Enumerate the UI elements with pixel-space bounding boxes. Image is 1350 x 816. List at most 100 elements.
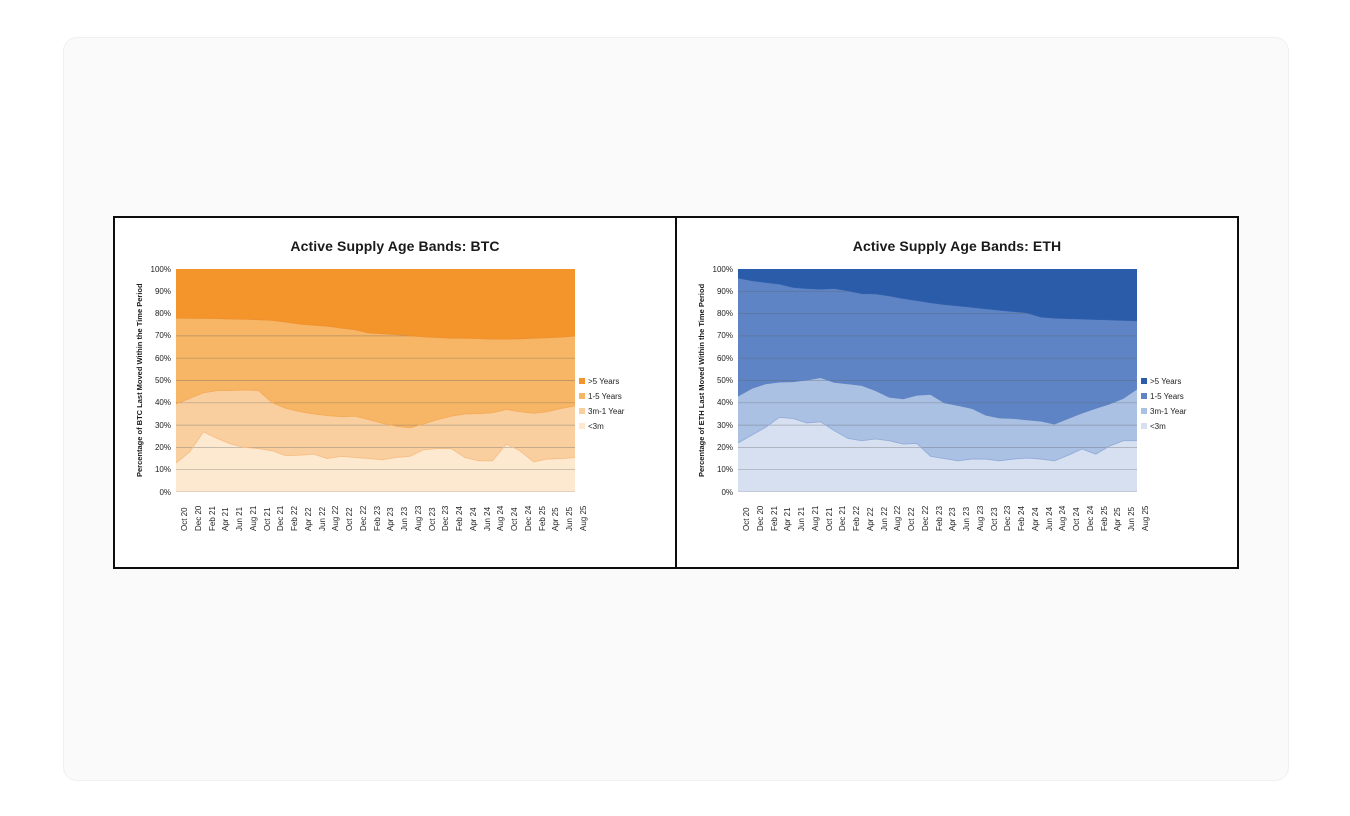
chart-title: Active Supply Age Bands: BTC: [290, 238, 500, 254]
y-tick-label: 90%: [154, 286, 171, 296]
x-tick-label: Aug 24: [496, 505, 506, 531]
x-tick-label: Jun 23: [400, 506, 410, 531]
x-tick-label: Dec 22: [358, 505, 368, 531]
legend-label: 3m-1 Year: [1150, 406, 1187, 416]
x-tick-label: Dec 21: [276, 505, 286, 531]
y-tick-label: 30%: [716, 420, 733, 430]
legend-swatch: [1141, 378, 1147, 384]
legend-swatch: [579, 408, 585, 414]
y-tick-label: 60%: [716, 353, 733, 363]
y-tick-label: 20%: [154, 442, 171, 452]
x-tick-label: Apr 24: [468, 507, 478, 531]
y-tick-label: 40%: [716, 398, 733, 408]
y-tick-label: 70%: [154, 331, 171, 341]
x-tick-label: Dec 20: [755, 505, 765, 531]
x-tick-label: Feb 21: [769, 506, 779, 531]
band-boundary-line: [738, 416, 1137, 462]
legend-label: 1-5 Years: [1150, 391, 1184, 401]
y-tick-label: 0%: [159, 487, 171, 497]
x-tick-label: Jun 22: [317, 506, 327, 531]
legend-label: 1-5 Years: [588, 391, 622, 401]
x-tick-label: Dec 23: [1003, 505, 1013, 531]
x-tick-label: Apr 25: [1113, 507, 1123, 531]
x-tick-label: Apr 24: [1030, 507, 1040, 531]
x-tick-label: Jun 21: [235, 506, 245, 531]
x-tick-label: Oct 21: [824, 507, 834, 531]
y-tick-label: 30%: [154, 420, 171, 430]
x-tick-label: Feb 25: [1099, 506, 1109, 531]
x-tick-label: Aug 22: [331, 505, 341, 531]
y-tick-label: 50%: [716, 376, 733, 385]
band-boundary-line: [738, 277, 1137, 322]
y-tick-label: 60%: [154, 353, 171, 363]
x-tick-label: Oct 20: [742, 507, 751, 531]
x-tick-label: Feb 22: [852, 506, 862, 531]
x-tick-label: Dec 20: [193, 505, 203, 531]
legend: >5 Years 1-5 Years 3m-1 Year <3m: [579, 376, 624, 431]
x-tick-label: Oct 21: [262, 507, 272, 531]
legend-item: 1-5 Years: [1141, 391, 1186, 401]
x-tick-label: Oct 24: [510, 507, 520, 531]
btc-plot-area: [176, 269, 575, 492]
x-tick-label: Dec 21: [838, 505, 848, 531]
x-tick-label: Feb 25: [537, 506, 547, 531]
legend-item: 3m-1 Year: [579, 406, 624, 416]
y-tick-label: 20%: [716, 442, 733, 452]
legend-swatch: [579, 393, 585, 399]
x-tick-label: Feb 22: [290, 506, 300, 531]
legend: >5 Years 1-5 Years 3m-1 Year <3m: [1141, 376, 1186, 431]
y-tick-label: 40%: [154, 398, 171, 408]
legend-swatch: [579, 378, 585, 384]
legend-item: <3m: [579, 421, 624, 431]
x-tick-label: Aug 23: [975, 505, 985, 531]
legend-swatch: [1141, 423, 1147, 429]
x-tick-label: Apr 25: [551, 507, 561, 531]
area-band-1-5-years: [176, 318, 575, 428]
x-tick-label: Aug 24: [1058, 505, 1068, 531]
area-band-3m-1-year: [738, 377, 1137, 461]
legend-label: >5 Years: [1150, 376, 1182, 386]
legend-item: >5 Years: [1141, 376, 1186, 386]
x-tick-label: Oct 23: [989, 507, 999, 531]
x-tick-label: Aug 23: [413, 505, 423, 531]
y-tick-label: 80%: [716, 309, 733, 319]
band-boundary-line: [738, 377, 1137, 425]
legend-label: >5 Years: [588, 376, 620, 386]
band-boundary-line: [176, 389, 575, 429]
x-tick-label: Aug 25: [1141, 505, 1150, 531]
x-tick-label: Aug 21: [810, 505, 820, 531]
x-tick-label: Aug 22: [893, 505, 903, 531]
chart-section-btc: Active Supply Age Bands: BTC Percentage …: [115, 218, 675, 567]
legend-item: 1-5 Years: [579, 391, 624, 401]
x-tick-label: Apr 22: [303, 507, 313, 531]
area-band-top-overlay: [738, 269, 1137, 321]
y-tick-label: 10%: [154, 465, 171, 475]
y-tick-label: 100%: [150, 264, 171, 274]
x-tick-label: Feb 24: [1017, 506, 1027, 531]
area-band--3m: [738, 417, 1137, 492]
x-tick-label: Jun 25: [565, 506, 575, 531]
band-boundary-line: [176, 431, 575, 464]
legend-item: 3m-1 Year: [1141, 406, 1186, 416]
x-tick-label: Dec 22: [920, 505, 930, 531]
background-card: Active Supply Age Bands: BTC Percentage …: [63, 37, 1289, 781]
y-tick-label: 70%: [716, 331, 733, 341]
band-boundary-line: [176, 317, 575, 340]
x-tick-label: Jun 22: [879, 506, 889, 531]
x-tick-label: Feb 23: [934, 506, 944, 531]
area-band--3m: [176, 431, 575, 492]
chart-section-eth: Active Supply Age Bands: ETH Percentage …: [677, 218, 1237, 567]
x-tick-label: Apr 21: [783, 507, 793, 531]
y-tick-label: 80%: [154, 309, 171, 319]
x-tick-label: Dec 24: [523, 505, 533, 531]
legend-swatch: [579, 423, 585, 429]
y-tick-label: 50%: [154, 376, 171, 385]
y-tick-label: 90%: [716, 286, 733, 296]
x-tick-label: Jun 25: [1127, 506, 1137, 531]
x-tick-label: Dec 23: [441, 505, 451, 531]
charts-panel: Active Supply Age Bands: BTC Percentage …: [113, 216, 1239, 569]
x-tick-label: Jun 21: [797, 506, 807, 531]
x-tick-label: Feb 21: [207, 506, 217, 531]
legend-item: >5 Years: [579, 376, 624, 386]
